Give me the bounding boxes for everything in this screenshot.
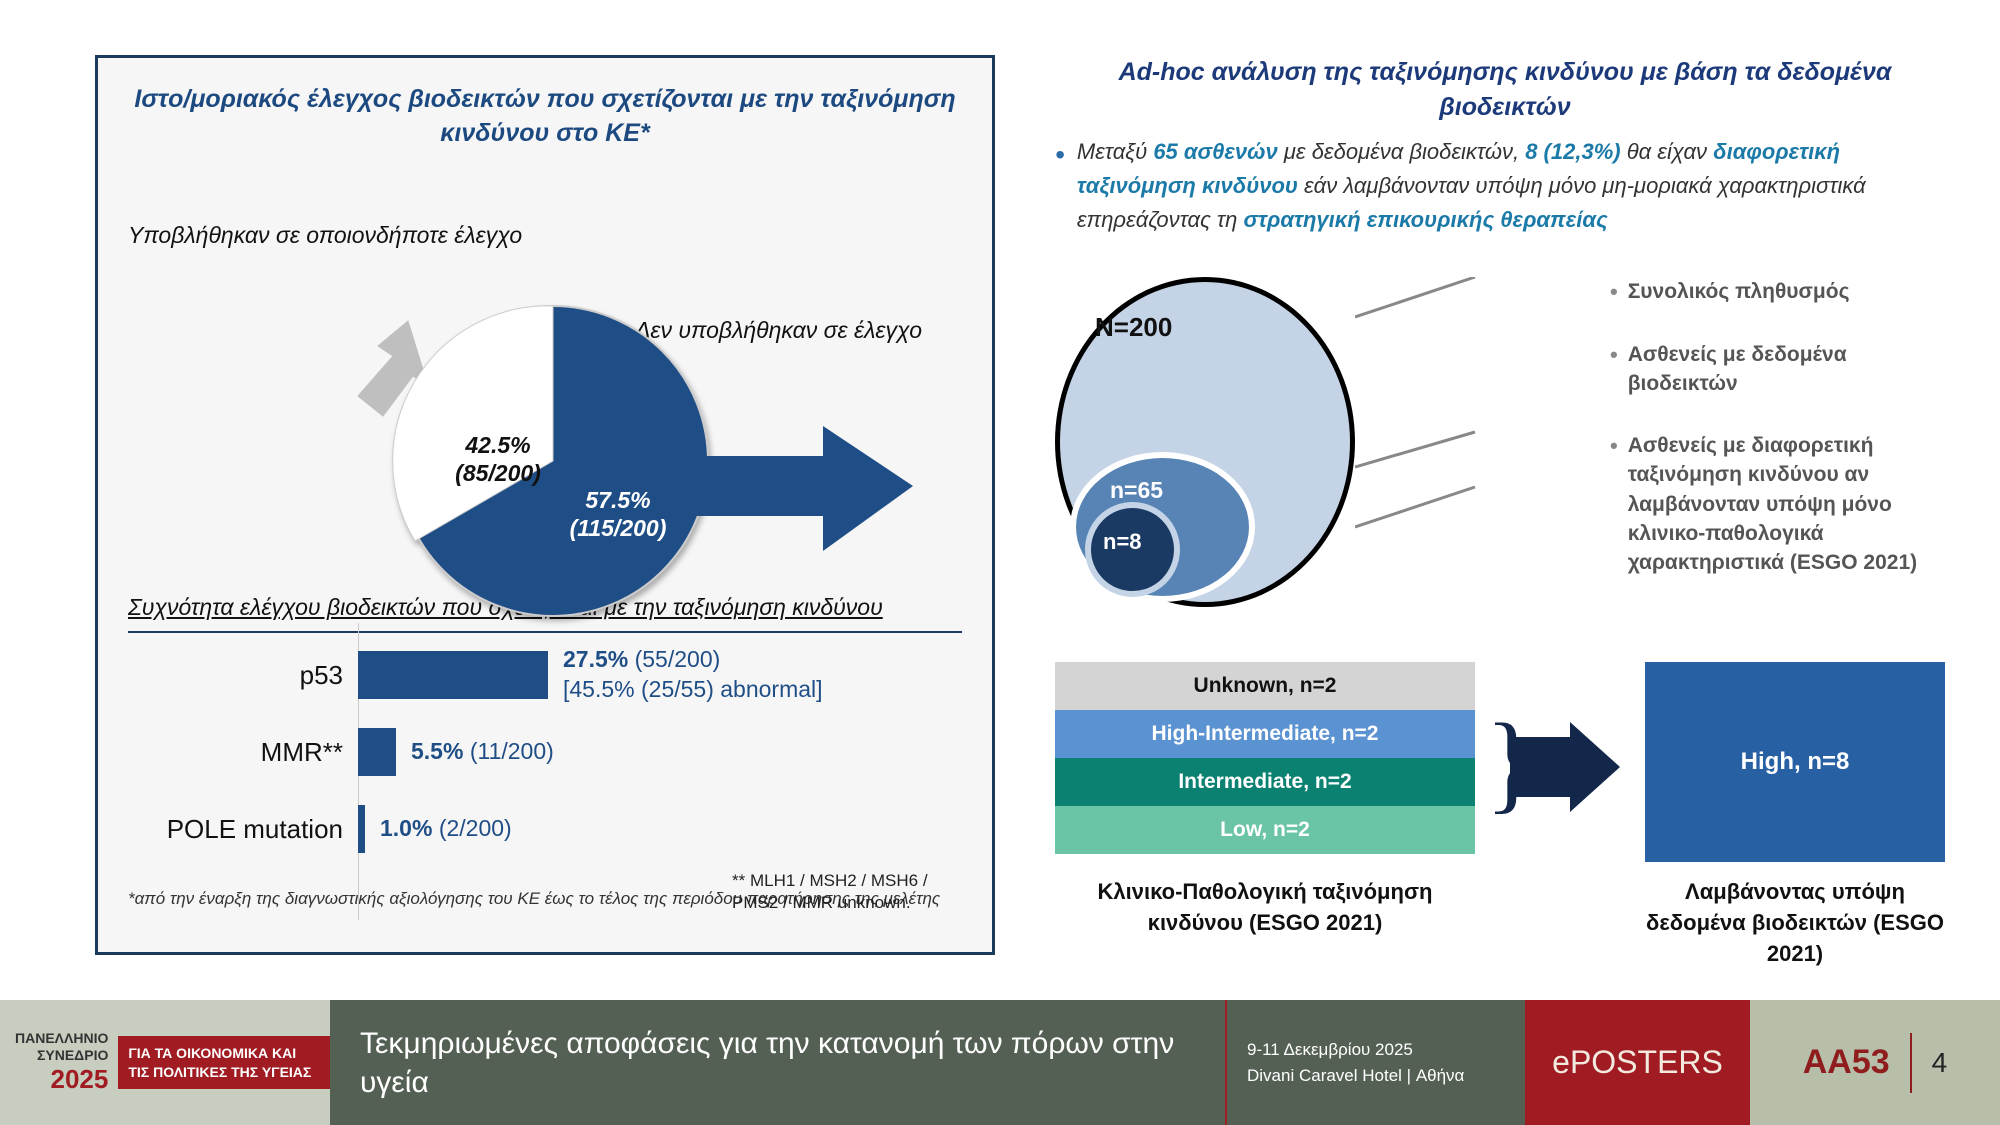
pie-label-not-screened-pct: 42.5% (85/200) <box>438 431 558 489</box>
bar-text-p53: 27.5% (55/200) [45.5% (25/55) abnormal] <box>563 645 823 705</box>
stack-segment-low: Low, n=2 <box>1055 806 1475 854</box>
biomarker-pie-chart: 42.5% (85/200) 57.5% (115/200) <box>388 296 718 626</box>
left-panel: Ιστο/μοριακός έλεγχος βιοδεικτών που σχε… <box>95 55 995 955</box>
footer-logo-block: ΠΑΝΕΛΛΗΝΙΟ ΣΥΝΕΔΡΙΟ 2025 ΓΙΑ ΤΑ ΟΙΚΟΝΟΜΙ… <box>0 1000 330 1125</box>
legend-dot-icon-2: • <box>1610 340 1618 399</box>
high-risk-result-box: High, n=8 <box>1645 662 1945 862</box>
stack-segment-high-intermediate: High-Intermediate, n=2 <box>1055 710 1475 758</box>
label-screened-any: Υποβλήθηκαν σε οποιονδήποτε έλεγχο <box>128 221 522 251</box>
bar-label-p53: p53 <box>128 660 358 691</box>
stacked-risk-bar: Unknown, n=2 High-Intermediate, n=2 Inte… <box>1055 662 1475 854</box>
venn-legend: • Συνολικός πληθυσμός • Ασθενείς με δεδο… <box>1610 277 1950 610</box>
footer-code-divider <box>1910 1033 1912 1093</box>
footer-bar: ΠΑΝΕΛΛΗΝΙΟ ΣΥΝΕΔΡΙΟ 2025 ΓΙΑ ΤΑ ΟΙΚΟΝΟΜΙ… <box>0 1000 2000 1125</box>
footer-logo-badge: ΓΙΑ ΤΑ ΟΙΚΟΝΟΜΙΚΑ ΚΑΙ ΤΙΣ ΠΟΛΙΤΙΚΕΣ ΤΗΣ … <box>118 1036 330 1088</box>
bar-row-mmr: MMR** 5.5% (11/200) ** MLH1 / MSH2 / MSH… <box>128 725 962 780</box>
biomarker-bar-chart: p53 27.5% (55/200) [45.5% (25/55) abnorm… <box>128 631 962 911</box>
left-panel-title: Ιστο/μοριακός έλεγχος βιοδεικτών που σχε… <box>128 83 962 151</box>
footer-code-label: AA53 <box>1803 1043 1890 1082</box>
diagram-right-caption: Λαμβάνοντας υπόψη δεδομένα βιοδεικτών (E… <box>1645 877 1945 969</box>
right-panel-title: Ad-hoc ανάλυση της ταξινόμησης κινδύνου … <box>1055 55 1955 125</box>
bar-row-p53: p53 27.5% (55/200) [45.5% (25/55) abnorm… <box>128 648 962 703</box>
bar-fill-p53 <box>358 651 548 699</box>
bar-fill-pole <box>358 805 365 853</box>
footer-logo-text: ΠΑΝΕΛΛΗΝΙΟ ΣΥΝΕΔΡΙΟ 2025 <box>15 1030 108 1095</box>
bar-fill-mmr <box>358 728 396 776</box>
venn-legend-item-different-class: • Ασθενείς με διαφορετική ταξινόμηση κιν… <box>1610 431 1950 578</box>
footnote-mmr-definition: ** MLH1 / MSH2 / MSH6 / PMS2 / MMR unkno… <box>732 870 952 914</box>
venn-connector-lines <box>1355 277 1605 607</box>
pie-label-screened-pct: 57.5% (115/200) <box>553 486 683 544</box>
venn-label-n200: N=200 <box>1095 312 1172 343</box>
pie-section: Υποβλήθηκαν σε οποιονδήποτε έλεγχο Δεν υ… <box>128 166 962 586</box>
venn-label-n8: n=8 <box>1103 529 1142 555</box>
adhoc-bullet-text: • Μεταξύ 65 ασθενών με δεδομένα βιοδεικτ… <box>1055 135 1955 237</box>
footer-date-block: 9-11 Δεκεμβρίου 2025 Divani Caravel Hote… <box>1225 1000 1525 1125</box>
footer-page-number: 4 <box>1932 1047 1948 1079</box>
venn-label-n65: n=65 <box>1110 477 1163 504</box>
blue-arrow-icon <box>683 421 913 561</box>
bullet-dot-icon: • <box>1055 135 1065 237</box>
stack-segment-intermediate: Intermediate, n=2 <box>1055 758 1475 806</box>
footer-main-title: Τεκμηριωμένες αποφάσεις για την κατανομή… <box>330 1000 1225 1125</box>
bar-label-mmr: MMR** <box>128 737 358 768</box>
venn-legend-item-total: • Συνολικός πληθυσμός <box>1610 277 1950 308</box>
bar-row-pole: POLE mutation 1.0% (2/200) <box>128 802 962 857</box>
diagram-left-caption: Κλινικο-Παθολογική ταξινόμηση κινδύνου (… <box>1055 877 1475 939</box>
bar-text-mmr: 5.5% (11/200) <box>411 737 554 767</box>
adhoc-bullet-content: Μεταξύ 65 ασθενών με δεδομένα βιοδεικτών… <box>1077 135 1955 237</box>
venn-diagram: N=200 n=65 n=8 • Συνολικός πληθυσμός • Α… <box>1055 277 1955 567</box>
legend-dot-icon-3: • <box>1610 431 1618 578</box>
legend-dot-icon-1: • <box>1610 277 1618 308</box>
footer-eposters-label: ePOSTERS <box>1525 1000 1750 1125</box>
bar-text-pole: 1.0% (2/200) <box>380 814 512 844</box>
risk-reclassification-diagram: Unknown, n=2 High-Intermediate, n=2 Inte… <box>1055 662 1955 962</box>
venn-legend-item-biomarker: • Ασθενείς με δεδομένα βιοδεικτών <box>1610 340 1950 399</box>
footer-code-block: AA53 4 <box>1750 1000 2000 1125</box>
bar-label-pole: POLE mutation <box>128 814 358 845</box>
slide-root: Ιστο/μοριακός έλεγχος βιοδεικτών που σχε… <box>0 0 2000 1125</box>
big-arrow-icon <box>1510 722 1620 812</box>
stack-segment-unknown: Unknown, n=2 <box>1055 662 1475 710</box>
right-panel: Ad-hoc ανάλυση της ταξινόμησης κινδύνου … <box>1055 55 1955 955</box>
